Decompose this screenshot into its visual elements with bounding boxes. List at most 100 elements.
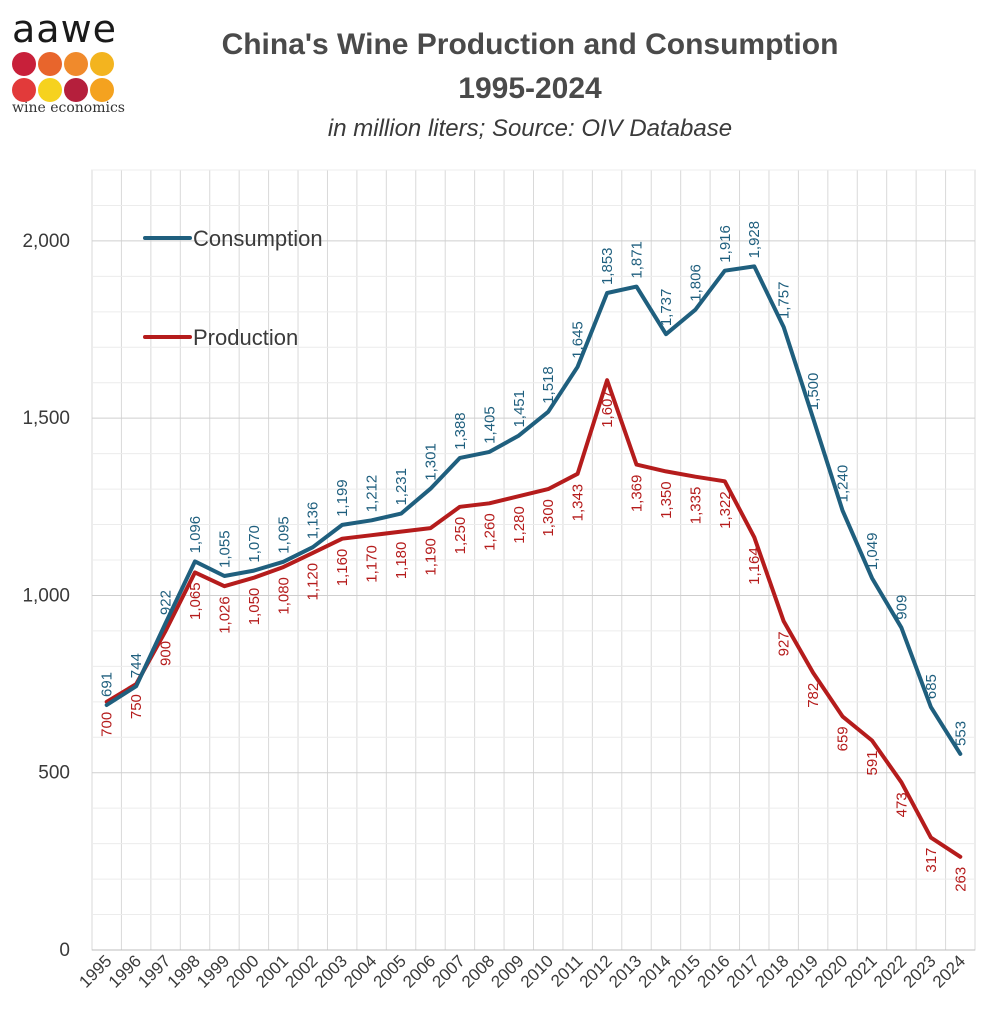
data-label-production: 1,050: [246, 588, 263, 626]
data-label-consumption: 1,070: [246, 525, 263, 563]
data-label-production: 317: [923, 848, 940, 873]
data-label-production: 1,164: [746, 547, 763, 585]
data-label-consumption: 1,049: [864, 533, 881, 571]
data-label-consumption: 1,737: [658, 289, 675, 327]
data-label-consumption: 909: [893, 595, 910, 620]
data-label-production: 1,350: [658, 481, 675, 519]
logo-dot: [64, 78, 88, 102]
data-label-production: 1,160: [334, 549, 351, 587]
data-label-consumption: 1,405: [481, 406, 498, 444]
x-axis: 1995199619971998199920002001200220032004…: [75, 951, 969, 991]
chart-grid: [91, 169, 976, 951]
data-label-consumption: 1,928: [746, 221, 763, 259]
x-tick-label: 2005: [370, 951, 410, 991]
data-label-production: 1,343: [570, 484, 587, 522]
legend-label-production: Production: [193, 325, 298, 350]
data-label-production: 1,180: [393, 542, 410, 580]
data-label-consumption: 1,301: [422, 443, 439, 481]
data-label-consumption: 1,055: [216, 530, 233, 568]
data-label-production: 900: [158, 641, 175, 666]
data-label-production: 1,170: [364, 545, 381, 583]
data-label-consumption: 1,136: [305, 502, 322, 540]
data-label-production: 1,369: [629, 475, 646, 513]
data-label-production: 700: [99, 712, 116, 737]
data-label-consumption: 1,240: [835, 465, 852, 503]
x-tick-label: 2024: [929, 951, 969, 991]
data-label-production: 1,080: [275, 577, 292, 615]
data-label-consumption: 553: [952, 721, 969, 746]
data-label-production: 1,120: [305, 563, 322, 601]
data-label-production: 591: [864, 750, 881, 775]
legend-label-consumption: Consumption: [193, 226, 323, 251]
x-tick-label: 2014: [635, 951, 675, 991]
x-tick-label: 2023: [899, 951, 939, 991]
x-tick-label: 2015: [664, 951, 704, 991]
x-tick-label: 2007: [429, 951, 469, 991]
data-label-consumption: 1,388: [452, 412, 469, 450]
x-tick-label: 2011: [547, 951, 586, 990]
logo-dot: [38, 52, 62, 76]
x-tick-label: 2001: [252, 951, 292, 991]
y-tick-label: 0: [59, 940, 70, 961]
data-label-consumption: 1,212: [364, 475, 381, 513]
x-tick-label: 2017: [723, 951, 763, 991]
data-label-consumption: 1,095: [275, 516, 292, 554]
series-lines: [104, 264, 963, 859]
data-label-production: 1,250: [452, 517, 469, 555]
logo-dot: [38, 78, 62, 102]
y-tick-label: 1,000: [22, 585, 70, 606]
chart-title-line1: China's Wine Production and Consumption: [221, 28, 839, 61]
x-tick-label: 1997: [134, 951, 174, 991]
x-tick-label: 2018: [752, 951, 792, 991]
x-tick-label: 2021: [841, 951, 881, 991]
data-label-production: 1,026: [216, 596, 233, 634]
data-label-production: 1,260: [481, 513, 498, 551]
data-labels: 691 744 922 1,096 1,055 1,070 1,095 1,136 1,199 1…: [99, 221, 970, 892]
data-label-production: 782: [805, 683, 822, 708]
data-label-consumption: 1,806: [687, 264, 704, 302]
x-tick-label: 2004: [340, 951, 380, 991]
x-tick-label: 2002: [281, 951, 321, 991]
data-label-production: 1,607: [599, 390, 616, 428]
data-label-consumption: 1,096: [187, 516, 204, 554]
x-tick-label: 1995: [75, 951, 115, 991]
series-line-consumption: [104, 264, 963, 756]
x-tick-label: 1996: [105, 951, 145, 991]
aawe-logo: aawe wine economics: [12, 10, 137, 122]
data-label-consumption: 691: [99, 672, 116, 697]
logo-dot: [12, 52, 36, 76]
data-label-consumption: 1,645: [570, 321, 587, 359]
logo-dots: [12, 52, 137, 102]
data-label-production: 473: [893, 792, 910, 817]
data-label-consumption: 685: [923, 674, 940, 699]
x-tick-label: 2008: [458, 951, 498, 991]
data-label-consumption: 1,199: [334, 479, 351, 517]
x-tick-label: 2013: [605, 951, 645, 991]
x-tick-label: 2009: [487, 951, 527, 991]
series-line-production: [104, 378, 963, 859]
logo-tagline: wine economics: [12, 100, 125, 116]
data-label-consumption: 1,871: [629, 241, 646, 279]
x-tick-label: 2000: [223, 951, 263, 991]
data-label-production: 659: [835, 726, 852, 751]
legend: Consumption Production: [143, 226, 323, 350]
x-tick-label: 1998: [164, 951, 204, 991]
data-label-production: 1,300: [540, 499, 557, 537]
x-tick-label: 2003: [311, 951, 351, 991]
data-label-production: 750: [128, 694, 145, 719]
x-tick-label: 2016: [693, 951, 733, 991]
data-label-production: 1,280: [511, 506, 528, 544]
x-tick-label: 2006: [399, 951, 439, 991]
x-tick-label: 2010: [517, 951, 557, 991]
x-tick-label: 2012: [576, 951, 616, 991]
y-axis: 0 500 1,000 1,500 2,000: [22, 231, 70, 961]
chart-subtitle: in million liters; Source: OIV Database: [327, 115, 733, 142]
x-tick-label: 1999: [193, 951, 233, 991]
x-tick-label: 2022: [870, 951, 910, 991]
logo-wordmark: aawe: [12, 7, 118, 51]
logo-dot: [90, 78, 114, 102]
data-label-consumption: 1,757: [776, 282, 793, 320]
data-label-consumption: 1,451: [511, 390, 528, 428]
y-tick-label: 500: [38, 763, 70, 784]
